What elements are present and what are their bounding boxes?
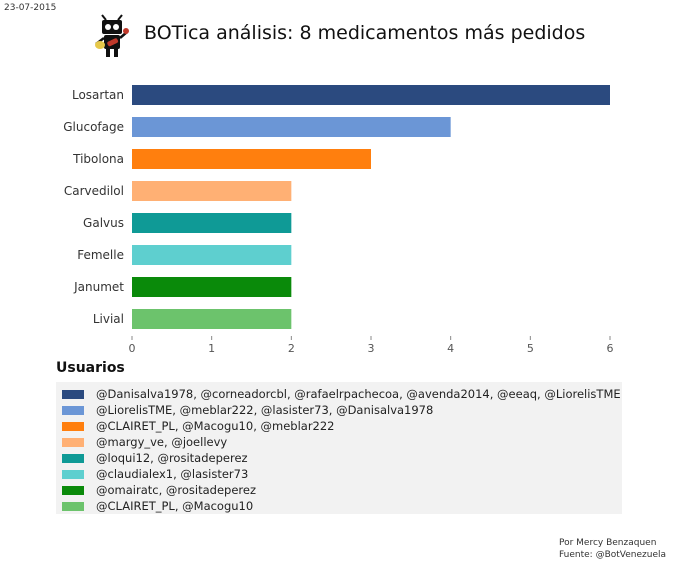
legend-item: @claudialex1, @lasister73 bbox=[62, 466, 248, 482]
category-label-janumet: Janumet bbox=[73, 280, 124, 294]
bar-galvus bbox=[132, 213, 292, 233]
bar-glucofage bbox=[132, 117, 451, 137]
date-label: 23-07-2015 bbox=[4, 3, 57, 13]
footer-author: Por Mercy Benzaquen bbox=[558, 538, 657, 548]
chart-title: BOTica análisis: 8 medicamentos más pedi… bbox=[144, 22, 586, 44]
bar-tibolona bbox=[132, 149, 371, 169]
legend-swatch bbox=[62, 469, 84, 479]
legend-text: @omairatc, @rositadeperez bbox=[96, 483, 256, 497]
legend-swatch bbox=[62, 501, 84, 511]
x-tick-label: 3 bbox=[368, 342, 375, 355]
legend-item: @CLAIRET_PL, @Macogu10 bbox=[62, 498, 253, 514]
legend-item: @omairatc, @rositadeperez bbox=[62, 482, 256, 498]
legend-title: Usuarios bbox=[56, 360, 125, 376]
bar-femelle bbox=[132, 245, 292, 265]
legend-text: @CLAIRET_PL, @Macogu10 bbox=[96, 499, 254, 513]
legend-swatch bbox=[62, 421, 84, 431]
footer: Por Mercy Benzaquen Fuente: @BotVenezuel… bbox=[559, 537, 666, 561]
x-tick-label: 5 bbox=[527, 342, 534, 355]
x-tick-label: 1 bbox=[208, 342, 215, 355]
category-label-tibolona: Tibolona bbox=[72, 152, 124, 166]
legend: @Danisalva1978, @corneadorcbl, @rafaelrp… bbox=[56, 382, 622, 514]
legend-item: @Danisalva1978, @corneadorcbl, @rafaelrp… bbox=[62, 386, 621, 402]
legend-swatch bbox=[62, 389, 84, 399]
bar-carvedilol bbox=[132, 181, 292, 201]
legend-swatch bbox=[62, 437, 84, 447]
legend-item: @loqui12, @rositadeperez bbox=[62, 450, 248, 466]
x-tick-label: 6 bbox=[607, 342, 614, 355]
robot-icon bbox=[95, 14, 129, 57]
legend-text: @Danisalva1978, @corneadorcbl, @rafaelrp… bbox=[96, 387, 621, 401]
legend-item: @CLAIRET_PL, @Macogu10, @meblar222 bbox=[62, 418, 335, 434]
legend-item: @margy_ve, @joellevy bbox=[62, 434, 227, 450]
footer-source: Fuente: @BotVenezuela bbox=[558, 550, 666, 560]
category-label-galvus: Galvus bbox=[83, 216, 124, 230]
category-label-femelle: Femelle bbox=[77, 248, 124, 262]
x-tick-label: 0 bbox=[129, 342, 136, 355]
legend-text: @LiorelisTME, @meblar222, @lasister73, @… bbox=[96, 403, 434, 417]
x-tick-label: 4 bbox=[447, 342, 454, 355]
legend-swatch bbox=[62, 485, 84, 495]
legend-swatch bbox=[62, 405, 84, 415]
bar-janumet bbox=[132, 277, 292, 297]
bar-losartan bbox=[132, 85, 610, 105]
legend-text: @CLAIRET_PL, @Macogu10, @meblar222 bbox=[96, 419, 335, 433]
category-label-losartan: Losartan bbox=[72, 88, 124, 102]
x-tick-label: 2 bbox=[288, 342, 295, 355]
category-label-carvedilol: Carvedilol bbox=[64, 184, 124, 198]
legend-text: @claudialex1, @lasister73 bbox=[96, 467, 249, 481]
legend-text: @loqui12, @rositadeperez bbox=[96, 451, 248, 465]
legend-text: @margy_ve, @joellevy bbox=[96, 435, 228, 449]
category-label-glucofage: Glucofage bbox=[63, 120, 124, 134]
bar-livial bbox=[132, 309, 292, 329]
legend-item: @LiorelisTME, @meblar222, @lasister73, @… bbox=[62, 402, 433, 418]
category-label-livial: Livial bbox=[93, 312, 124, 326]
legend-swatch bbox=[62, 453, 84, 463]
bar-chart: Losartan Glucofage Tibolona Carvedilol Galvu… bbox=[63, 85, 614, 355]
